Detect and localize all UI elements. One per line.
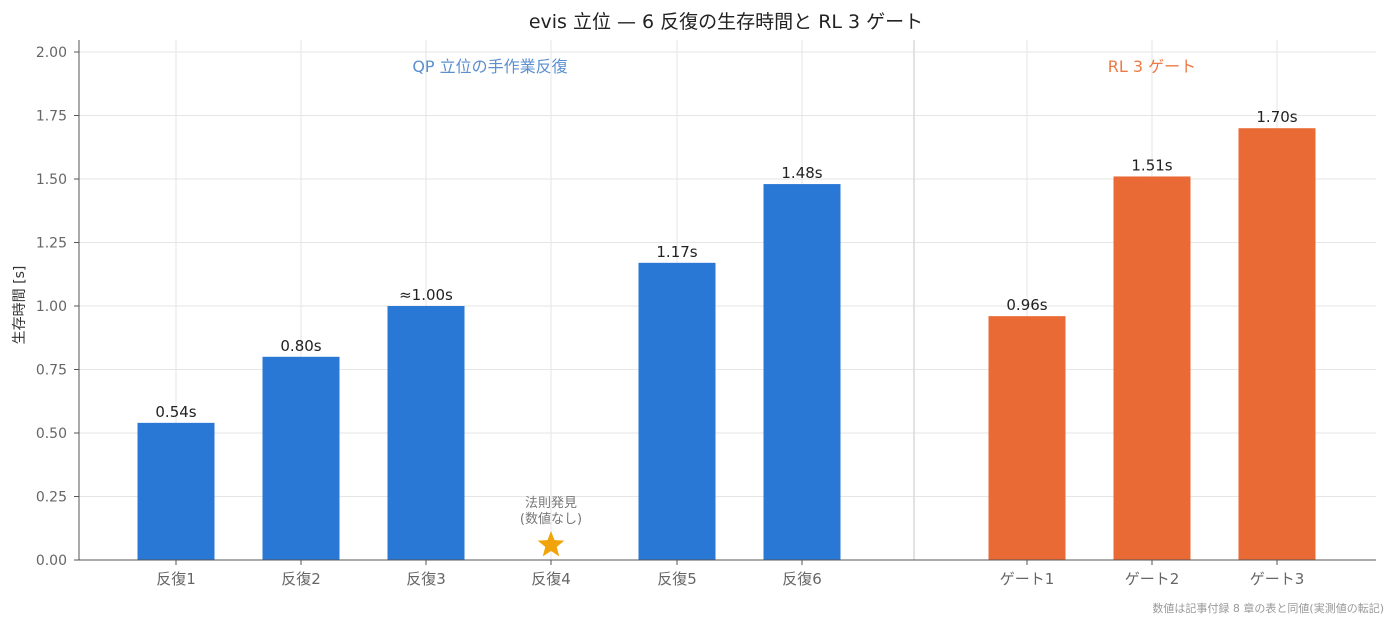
y-axis-label: 生存時間 [s] [12, 266, 28, 345]
x-tick-label: 反復3 [406, 570, 446, 588]
axis-layer: 0.00 0.25 0.50 0.75 1.00 1.25 1.50 1.75 2.00 反復1 反… [36, 40, 1376, 588]
bar-value-label: 0.96s [1006, 296, 1047, 314]
x-tick-label: 反復5 [657, 570, 697, 588]
y-tick-label: 1.00 [36, 299, 67, 315]
bar-value-label: 0.54s [155, 403, 196, 421]
y-tick-label: 2.00 [36, 45, 67, 61]
bar [387, 306, 465, 560]
bar-value-label: 1.48s [781, 164, 822, 182]
bar-value-label: ≈1.00s [399, 286, 453, 304]
y-tick-label: 1.75 [36, 109, 67, 125]
x-tick-label: 反復4 [531, 570, 571, 588]
bar [988, 316, 1066, 560]
bar-layer [137, 128, 1316, 560]
bar-value-label: 1.51s [1131, 156, 1172, 174]
x-tick-label: ゲート1 [1000, 570, 1055, 588]
y-tick-label: 0.25 [36, 490, 67, 506]
y-tick-label: 1.25 [36, 236, 67, 252]
x-tick-label: 反復2 [281, 570, 321, 588]
x-tick-label: ゲート3 [1250, 570, 1305, 588]
y-tick-label: 1.50 [36, 172, 67, 188]
x-tick-label: ゲート2 [1125, 570, 1180, 588]
label-layer: 0.54s 0.80s ≈1.00s 法則発見(数値なし) 1.17s 1.48s 0.96… [155, 108, 1297, 527]
bar [1113, 176, 1191, 560]
group-label-rl: RL 3 ゲート [1108, 57, 1196, 76]
group-label-manual: QP 立位の手作業反復 [412, 57, 567, 76]
x-tick-label: 反復6 [782, 570, 822, 588]
y-tick-label: 0.00 [36, 553, 67, 569]
y-tick-label: 0.50 [36, 426, 67, 442]
star-marker [537, 531, 565, 557]
bar [1238, 128, 1316, 560]
bar-value-label: 0.80s [280, 337, 321, 355]
annotation-label: (数値なし) [520, 511, 582, 527]
bar-value-label: 1.70s [1256, 108, 1297, 126]
bar [763, 184, 841, 560]
footnote: 数値は記事付録 8 章の表と同値(実測値の転記) [1152, 601, 1384, 615]
bar-value-label: 1.17s [656, 243, 697, 261]
x-tick-label: 反復1 [156, 570, 196, 588]
y-tick-label: 0.75 [36, 363, 67, 379]
bar [638, 262, 716, 560]
chart-title: evis 立位 — 6 反復の生存時間と RL 3 ゲート [529, 11, 923, 33]
annotation-label: 法則発見 [525, 496, 577, 511]
bar [137, 422, 215, 560]
bar [262, 356, 340, 560]
